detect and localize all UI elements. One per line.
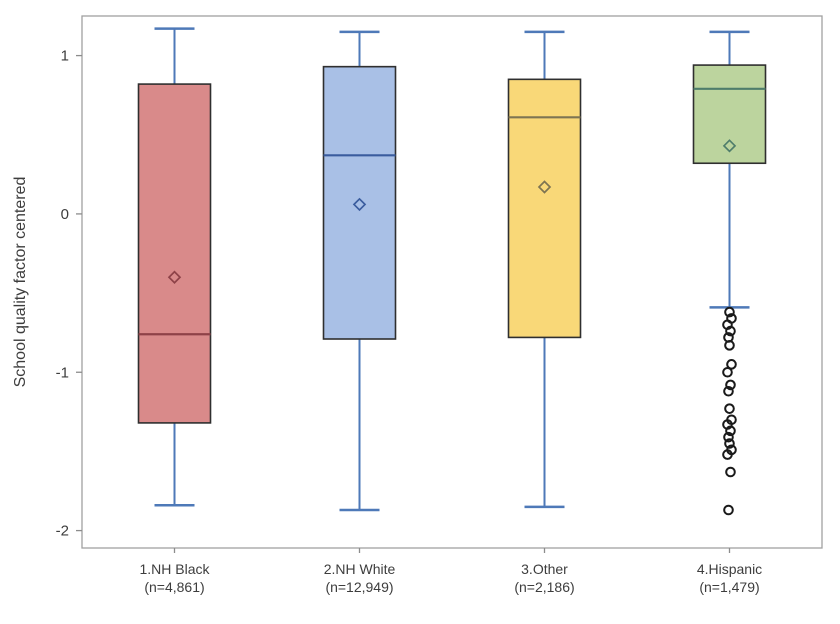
box	[137, 83, 212, 424]
x-category-sublabel: (n=12,949)	[325, 579, 393, 595]
y-tick-label: 0	[61, 206, 69, 223]
outlier-circle	[725, 325, 736, 337]
outlier-circle	[722, 366, 733, 378]
x-category-sublabel: (n=1,479)	[699, 579, 759, 595]
x-category-label: 3.Other	[521, 561, 568, 577]
outlier-circle	[724, 403, 735, 414]
x-category-label: 2.NH White	[324, 561, 396, 577]
y-tick-label: -1	[56, 364, 69, 381]
outlier-circle	[723, 504, 734, 516]
x-category-sublabel: (n=2,186)	[514, 579, 574, 595]
mean-diamond	[167, 270, 182, 284]
outlier-circle	[723, 431, 734, 443]
x-category-sublabel: (n=4,861)	[144, 579, 204, 595]
outlier-circle	[725, 466, 736, 478]
mean-diamond	[537, 180, 552, 194]
outlier-circle	[722, 449, 733, 460]
mean-diamond	[352, 197, 367, 212]
x-category-label: 4.Hispanic	[697, 561, 762, 577]
outlier-circle	[724, 340, 735, 351]
outlier-circle	[723, 385, 734, 397]
outlier-circle	[725, 379, 736, 391]
outlier-circle	[726, 359, 737, 370]
outlier-circle	[725, 425, 736, 437]
x-category-label: 1.NH Black	[139, 561, 210, 577]
outlier-circle	[724, 438, 735, 449]
y-tick-label: -2	[56, 523, 69, 540]
mean-diamond	[722, 139, 737, 153]
y-tick-label: 1	[61, 48, 69, 65]
plot-border	[81, 15, 823, 549]
box	[692, 64, 767, 165]
box	[507, 78, 582, 339]
outlier-circle	[724, 306, 735, 318]
box	[322, 65, 397, 340]
